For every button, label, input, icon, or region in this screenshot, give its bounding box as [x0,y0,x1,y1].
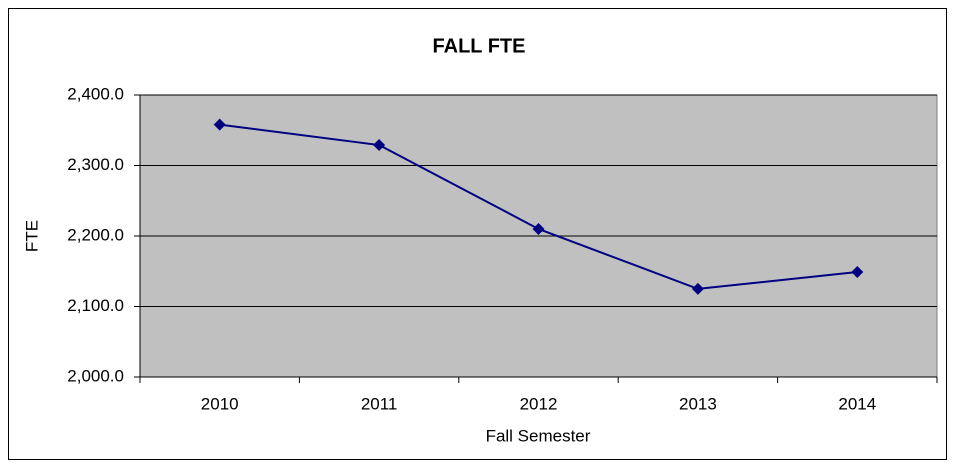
point-marker [213,118,226,131]
x-tick-label: 2014 [838,394,876,413]
point-marker [373,139,386,152]
point-marker [691,282,704,295]
y-tick-label: 2,300.0 [67,155,124,174]
y-tick-label: 2,200.0 [67,225,124,244]
x-tick-label: 2011 [361,394,398,413]
x-axis-label: Fall Semester [486,426,591,445]
chart-title: FALL FTE [433,35,526,57]
y-tick-label: 2,000.0 [67,366,124,385]
x-tick-label: 2010 [201,394,239,413]
y-tick-label: 2,400.0 [67,84,124,103]
y-tick-label: 2,100.0 [67,296,124,315]
x-tick-label: 2012 [520,394,558,413]
x-tick-label: 2013 [679,394,717,413]
point-marker [851,265,864,278]
y-axis-label: FTE [22,220,41,252]
point-marker [532,222,545,235]
